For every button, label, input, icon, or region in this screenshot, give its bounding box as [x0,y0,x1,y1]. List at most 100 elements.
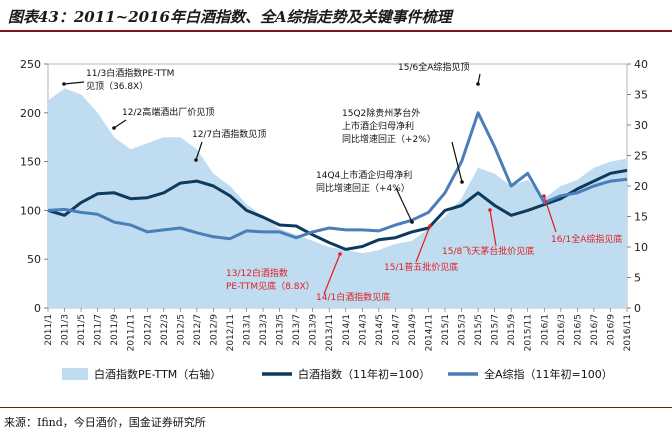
x-axis-tick-label: 2013/3 [259,314,269,346]
annotation-arrowhead [62,82,66,86]
x-axis-tick-label: 2016/9 [606,314,616,346]
right-axis-tick-label: 25 [634,150,648,163]
annotation-arrowhead [112,126,116,130]
x-axis-tick-label: 2012/3 [160,314,170,346]
x-axis-tick-label: 2012/7 [193,314,203,346]
right-axis-tick-label: 40 [634,58,648,71]
x-axis-tick-label: 2011/1 [44,314,54,346]
annotation-line: 15/6全A综指见顶 [398,61,469,73]
x-axis-tick-label: 2013/9 [309,314,319,346]
annotation-text: 12/2高端酒出厂价见顶 [122,106,214,118]
annotation-text: 15/6全A综指见顶 [398,61,469,73]
annotation-arrowhead [338,252,342,256]
annotation-line: 同比增速回正（+2%） [342,133,436,145]
annotation-line: 见顶（36.8X） [86,81,148,92]
x-axis-tick-label: 2016/3 [557,314,567,346]
x-axis-tick-label: 2012/9 [209,314,219,346]
right-axis-tick-label: 15 [634,211,648,224]
x-axis-tick-label: 2012/1 [143,314,153,346]
annotation-arrow [395,187,413,223]
x-axis-tick-label: 2011/5 [77,314,87,346]
x-axis-tick-label: 2014/11 [424,314,434,351]
annotation-group: 13/12白酒指数 PE-TTM见底（8.8X） [226,267,315,292]
left-axis-tick-label: 50 [27,253,41,266]
annotation-line: 14/1白酒指数见底 [316,291,390,303]
x-axis-tick-label: 2011/9 [110,314,120,346]
x-axis-tick-label: 2015/3 [458,314,468,346]
x-axis-tick-label: 2014/7 [391,314,401,346]
annotation-group: 15/8飞天茅台批价见底 [442,208,534,257]
x-axis-tick-label: 2011/3 [61,314,71,346]
annotation-line: 上市酒企归母净利 [342,120,414,132]
annotation-group: 12/7白酒指数见顶 [192,128,266,162]
annotation-text: 11/3白酒指数PE-TTM 见顶（36.8X） [86,67,174,92]
annotation-line: PE-TTM见底（8.8X） [226,280,315,292]
annotation-line: 12/2高端酒出厂价见顶 [122,106,214,118]
annotation-arrow [63,81,85,85]
right-axis-tick-label: 5 [634,272,641,285]
annotation-text: 15Q2除贵州茅台外上市酒企归母净利同比增速回正（+2%） [342,107,436,145]
annotation-arrowhead [488,208,492,212]
chart-axes: 0 50 100 150 200 250 0 5 10 15 20 25 30 35 40 2011/1 201… [20,58,648,351]
pe-ttm-area [48,88,627,309]
x-axis-tick-label: 2013/1 [243,314,253,346]
annotation-text: 13/12白酒指数 PE-TTM见底（8.8X） [226,267,315,292]
chart-legend: 白酒指数PE-TTM（右轴） 白酒指数（11年初=100） 全A综指（11年初=10… [62,367,613,381]
annotation-text: 14Q4上市酒企归母净利同比增速回正（+4%） [316,169,412,194]
left-axis-tick-label: 200 [20,107,41,120]
annotation-group: 14/1白酒指数见底 [316,252,390,303]
annotation-arrow [451,141,463,183]
annotation-line: 12/7白酒指数见顶 [192,128,266,140]
x-axis-tick-label: 2014/9 [408,314,418,346]
annotation-text: 15/1普五批价见底 [384,261,458,273]
annotation-layer: 11/3白酒指数PE-TTM 见顶（36.8X） 12/2高端酒出厂价见顶 12/7白… [62,61,622,303]
annotation-text: 15/8飞天茅台批价见底 [442,245,534,257]
x-axis-tick-label: 2012/11 [226,314,236,351]
chart-canvas: 0 50 100 150 200 250 0 5 10 15 20 25 30 35 40 2011/1 201… [20,58,648,381]
annotation-line: 11/3白酒指数PE-TTM [86,67,174,79]
x-axis-tick-label: 2016/7 [590,314,600,346]
pe-area-layer [48,88,627,309]
annotation-line: 15/1普五批价见底 [384,261,458,273]
right-axis-tick-label: 30 [634,119,648,132]
x-axis-tick-label: 2015/11 [524,314,534,351]
annotation-arrow [113,119,127,129]
x-axis-tick-label: 2016/11 [623,314,633,351]
annotation-arrowhead [410,220,414,224]
left-axis-tick-label: 150 [20,156,41,169]
annotation-line: 15Q2除贵州茅台外 [342,107,420,119]
annotation-arrowhead [460,180,464,184]
x-axis-tick-label: 2016/1 [540,314,550,346]
index-lines-layer [47,111,628,251]
x-axis-tick-label: 2015/1 [441,314,451,346]
x-axis-tick-label: 2014/5 [375,314,385,346]
annotation-group: 11/3白酒指数PE-TTM 见顶（36.8X） [62,67,174,92]
annotation-group: 16/1全A综指见底 [542,194,622,245]
annotation-line: 同比增速回正（+4%） [316,182,410,194]
annotation-text: 12/7白酒指数见顶 [192,128,266,140]
right-axis-tick-label: 35 [634,89,648,102]
x-axis-tick-label: 2013/5 [276,314,286,346]
annotation-line: 13/12白酒指数 [226,267,288,279]
legend-label: 全A综指（11年初=100） [484,367,613,381]
legend-swatch-pe-area [62,368,88,380]
baijiu-index-line [47,168,628,251]
x-axis-tick-label: 2015/5 [474,314,484,346]
annotation-text: 14/1白酒指数见底 [316,291,390,303]
figure-title: 图表43：2011~2016年白酒指数、全A综指走势及关键事件梳理 [8,8,452,26]
x-axis-tick-label: 2013/11 [325,314,335,351]
annotation-arrowhead [476,82,480,86]
right-axis-tick-label: 0 [634,302,641,315]
annotation-group: 12/2高端酒出厂价见顶 [112,106,214,130]
legend-label: 白酒指数PE-TTM（右轴） [94,367,221,381]
annotation-arrow [543,195,557,233]
annotation-arrowhead [194,158,198,162]
annotation-arrow [415,225,431,263]
annotation-line: 14Q4上市酒企归母净利 [316,169,412,181]
all-a-index-line [47,111,628,241]
left-axis-tick-label: 250 [20,58,41,71]
annotation-arrowhead [428,224,432,228]
x-axis-tick-label: 2015/9 [507,314,517,346]
annotation-arrow [323,253,341,295]
left-axis-tick-label: 0 [34,302,41,315]
